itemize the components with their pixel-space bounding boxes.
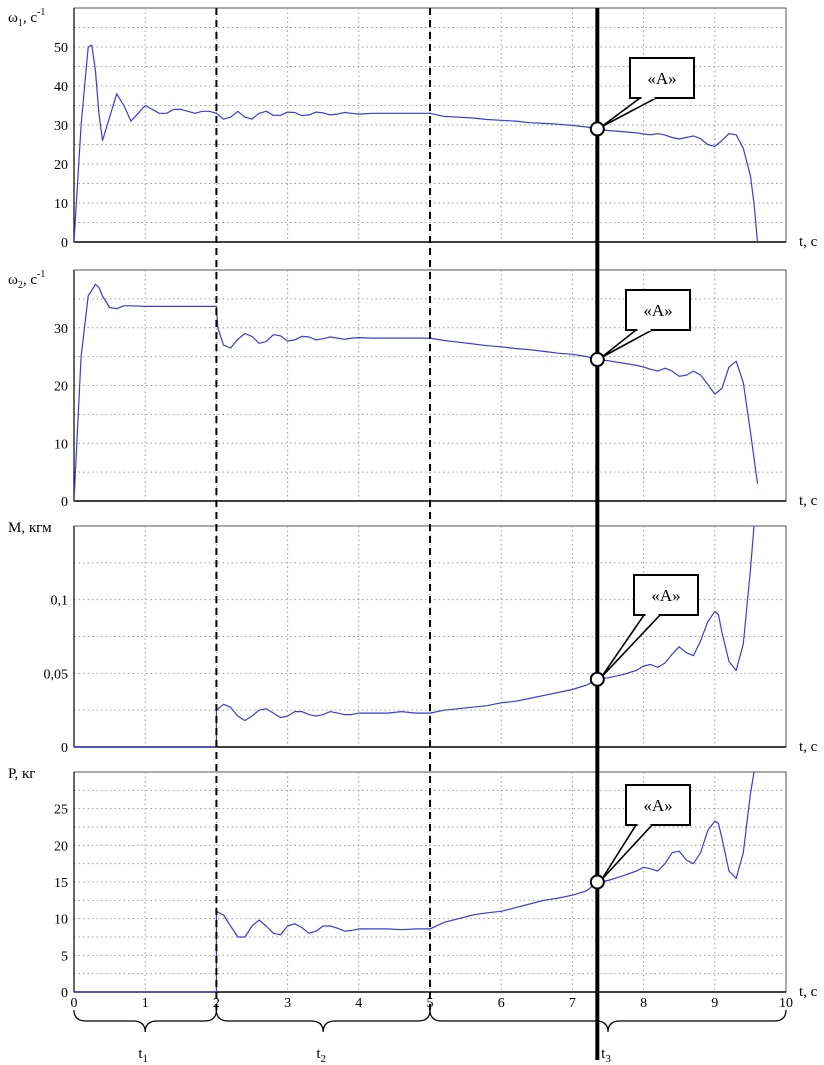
y-axis-label: Р, кг <box>8 766 35 782</box>
callout-box <box>625 289 691 331</box>
y-tick-label: 10 <box>54 913 68 928</box>
y-tick-label: 20 <box>54 839 68 854</box>
callout-label: «А» <box>647 69 676 88</box>
interval-brace <box>429 1009 787 1033</box>
callout-box <box>633 574 699 616</box>
y-tick-label: 0,1 <box>51 594 69 609</box>
marker-point <box>589 121 605 137</box>
callout-pointer <box>600 329 653 359</box>
y-tick-label: 5 <box>61 949 68 964</box>
callout-box <box>629 57 695 99</box>
x-tick-label: 6 <box>498 996 505 1011</box>
y-tick-label: 20 <box>54 158 68 173</box>
y-tick-label: 20 <box>54 380 68 395</box>
callout-a-3: «А» <box>589 574 699 687</box>
x-tick-label: 7 <box>569 996 576 1011</box>
x-axis-label: t, с <box>799 984 818 1000</box>
panel-3: 0 0,05 0,1 М, кгм t, с <box>8 520 818 756</box>
callout-pointer <box>600 97 657 128</box>
y-tick-label: 50 <box>54 41 68 56</box>
y-tick-label: 10 <box>54 197 68 212</box>
x-tick-label: 2 <box>213 996 220 1011</box>
x-axis-label: t, с <box>799 739 818 755</box>
callout-a-4: «А» <box>589 784 691 890</box>
panel-4: 0 5 10 15 20 25 Р, кг t, с <box>8 766 818 1001</box>
interval-label: t3 <box>601 1046 611 1065</box>
panel-1: 0 10 20 30 40 50 ω1, с-1 t, с <box>8 7 818 251</box>
x-tick-label: 9 <box>711 996 718 1011</box>
data-series-line <box>74 44 759 243</box>
y-tick-label: 0 <box>61 986 68 1001</box>
interval-label: t1 <box>138 1046 148 1065</box>
interval-brace <box>73 1009 217 1033</box>
y-tick-label: 40 <box>54 80 68 95</box>
callout-label: «А» <box>643 796 672 815</box>
y-tick-label: 25 <box>54 803 68 818</box>
data-series-line <box>74 525 755 748</box>
x-tick-label: 3 <box>284 996 291 1011</box>
x-axis-label: t, с <box>799 493 818 509</box>
data-series-line <box>74 283 759 502</box>
y-tick-label: 30 <box>54 322 68 337</box>
marker-point <box>589 671 605 687</box>
callout-a-2: «А» <box>589 289 691 368</box>
y-axis-label: ω1, с-1 <box>8 7 45 29</box>
x-tick-label: 4 <box>355 996 362 1011</box>
y-axis-label: М, кгм <box>8 520 52 536</box>
callout-pointer <box>600 824 654 881</box>
x-axis-label: t, с <box>799 234 818 250</box>
interval-label: t2 <box>316 1046 326 1065</box>
marker-point <box>589 352 605 368</box>
marker-point <box>589 874 605 890</box>
x-tick-label: 0 <box>71 996 78 1011</box>
y-tick-label: 15 <box>54 876 68 891</box>
y-tick-label: 0,05 <box>44 667 69 682</box>
data-series-line <box>74 771 755 993</box>
interval-brace <box>215 1009 431 1033</box>
y-tick-label: 0 <box>61 236 68 251</box>
x-tick-label: 1 <box>142 996 149 1011</box>
y-tick-label: 30 <box>54 119 68 134</box>
x-tick-label: 10 <box>779 996 793 1011</box>
y-tick-label: 0 <box>61 495 68 510</box>
callout-label: «А» <box>643 301 672 320</box>
callout-label: «А» <box>651 586 680 605</box>
y-tick-label: 0 <box>61 741 68 756</box>
callout-a-1: «А» <box>589 57 695 137</box>
callout-pointer <box>600 614 662 678</box>
y-axis-label: ω2, с-1 <box>8 269 45 291</box>
panel-2: 0 10 20 30 ω2, с-1 t, с <box>8 269 818 510</box>
callout-box <box>625 784 691 826</box>
x-tick-label: 5 <box>427 996 434 1011</box>
x-tick-label: 8 <box>640 996 647 1011</box>
y-tick-label: 10 <box>54 437 68 452</box>
